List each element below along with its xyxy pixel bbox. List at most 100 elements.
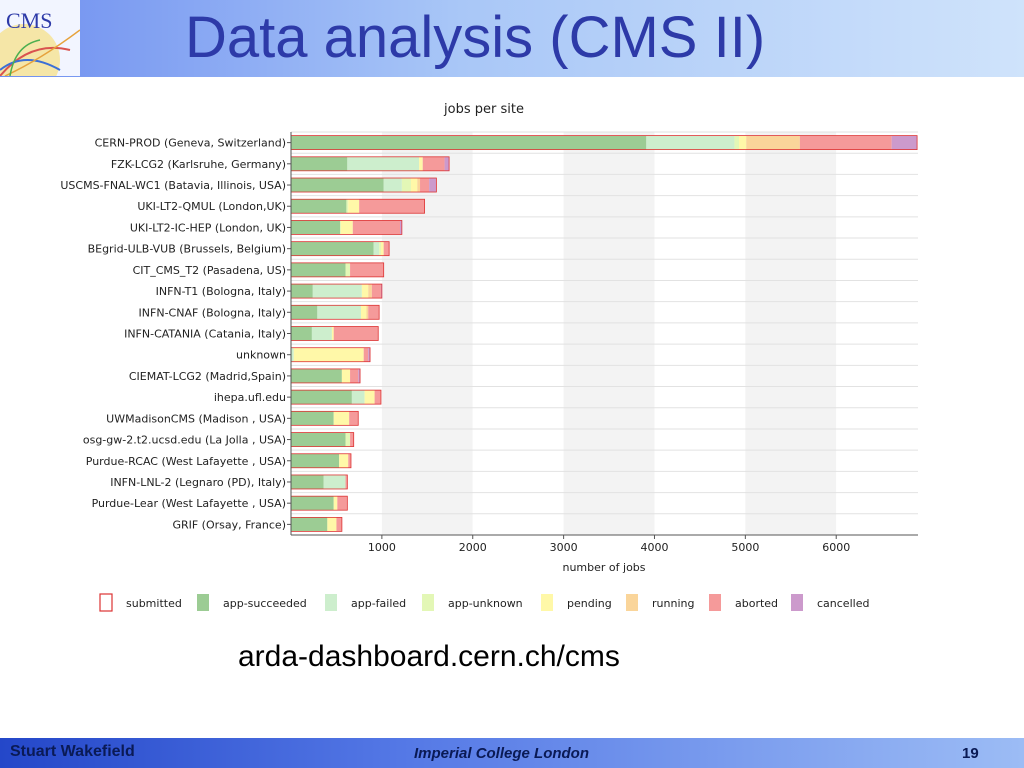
bar-segment	[291, 199, 347, 214]
site-label: unknown	[236, 349, 286, 362]
bar-segment	[291, 496, 334, 511]
cms-logo-graphic: CMS	[0, 0, 80, 76]
bar-segment	[361, 284, 369, 299]
site-label: INFN-CATANIA (Catania, Italy)	[124, 328, 286, 341]
legend-label: pending	[567, 597, 612, 610]
chart-title: jobs per site	[443, 102, 524, 117]
bar-segment	[366, 305, 369, 320]
site-label: CERN-PROD (Geneva, Switzerland)	[95, 137, 286, 150]
bar-segment	[291, 284, 313, 299]
legend-swatch	[709, 594, 721, 611]
legend: submitted app-succeeded app-failed app-unkn…	[99, 593, 869, 612]
site-label: ihepa.ufl.edu	[214, 391, 286, 404]
site-label: INFN-LNL-2 (Legnaro (PD), Italy)	[110, 476, 286, 489]
bar-segment	[374, 390, 381, 405]
bar-segment	[333, 496, 338, 511]
site-label: CIEMAT-LCG2 (Madrid,Spain)	[129, 370, 286, 383]
dashboard-url: arda-dashboard.cern.ch/cms	[238, 640, 620, 673]
bar-segment	[336, 517, 342, 532]
site-label: INFN-CNAF (Bologna, Italy)	[139, 306, 286, 319]
legend-label: app-unknown	[448, 597, 523, 610]
legend-swatch	[325, 594, 337, 611]
plot-band	[563, 132, 655, 535]
bar-segment	[360, 305, 367, 320]
bar-segment	[738, 135, 747, 150]
bar-segment	[291, 305, 318, 320]
bar-segment	[410, 178, 418, 193]
bar-segment	[333, 411, 350, 426]
bar-segment	[373, 241, 380, 256]
bar-segment	[291, 474, 324, 489]
bar-segment	[346, 199, 349, 214]
bar-segment	[349, 411, 359, 426]
bar-segment	[291, 156, 348, 171]
site-label: Purdue-Lear (West Lafayette , USA)	[92, 497, 286, 510]
bar-segment	[291, 220, 341, 235]
legend-swatch	[541, 594, 553, 611]
footer-bar: Stuart Wakefield Imperial College London…	[0, 738, 1024, 768]
bar-segment	[312, 284, 362, 299]
legend-label: submitted	[126, 597, 182, 610]
bar-segment	[364, 390, 375, 405]
site-label: UKI-LT2-IC-HEP (London, UK)	[130, 221, 286, 234]
bar-segment	[339, 453, 349, 468]
bar-segment	[348, 199, 360, 214]
plot-band	[472, 132, 564, 535]
plot-band	[836, 132, 918, 535]
bar-segment	[429, 178, 437, 193]
site-label: INFN-T1 (Bologna, Italy)	[156, 285, 286, 298]
gridlines	[291, 131, 918, 536]
footer-organization: Imperial College London	[414, 745, 590, 762]
bar-segment	[291, 411, 334, 426]
bar-segment	[400, 220, 402, 235]
bar-segment	[333, 326, 379, 341]
axes	[287, 132, 918, 539]
page-number: 19	[962, 745, 979, 762]
bar-segment	[291, 262, 346, 277]
bar-segment	[317, 305, 361, 320]
legend-label: aborted	[735, 597, 778, 610]
bar-segment	[444, 156, 450, 171]
site-label: osg-gw-2.t2.ucsd.edu (La Jolla , USA)	[83, 434, 286, 447]
bar-segment	[340, 220, 353, 235]
bar-segment	[291, 390, 352, 405]
bar-segment	[311, 326, 332, 341]
bar-segment	[337, 496, 348, 511]
logo-text: CMS	[6, 8, 52, 33]
bar-segment	[371, 284, 381, 299]
x-tick-label: 1000	[368, 541, 396, 554]
site-label: BEgrid-ULB-VUB (Brussels, Belgium)	[88, 243, 286, 256]
bar-segment	[420, 178, 430, 193]
bar-segment	[422, 156, 445, 171]
bar-segment	[323, 474, 346, 489]
bar-segment	[345, 262, 351, 277]
jobs-per-site-chart: jobs per site CERN-PROD (Geneva, Switzer…	[60, 102, 918, 612]
bar-segment	[352, 220, 401, 235]
site-label: UWMadisonCMS (Madison , USA)	[106, 412, 286, 425]
bar-segment	[345, 474, 348, 489]
bar-segment	[291, 368, 342, 383]
plot-band	[745, 132, 837, 535]
site-label: GRIF (Orsay, France)	[172, 518, 286, 531]
legend-swatch	[626, 594, 638, 611]
legend-swatch	[99, 593, 113, 612]
footer-author: Stuart Wakefield	[10, 743, 135, 760]
plot-band	[381, 132, 473, 535]
bar-segment	[359, 199, 425, 214]
bar-segment	[347, 156, 420, 171]
bar-segment	[646, 135, 735, 150]
bar-segment	[734, 135, 739, 150]
legend-swatch	[422, 594, 434, 611]
bar-segment	[351, 390, 365, 405]
bar-segment	[340, 220, 341, 235]
site-label: CIT_CMS_T2 (Pasadena, US)	[133, 264, 286, 277]
bar-segment	[291, 326, 312, 341]
x-tick-label: 6000	[822, 541, 850, 554]
bar-segment	[350, 368, 359, 383]
x-tick-label: 5000	[731, 541, 759, 554]
x-tick-label: 3000	[550, 541, 578, 554]
plot-background	[291, 132, 918, 535]
site-labels: CERN-PROD (Geneva, Switzerland) FZK-LCG2 …	[60, 137, 286, 532]
bar-segment	[419, 156, 423, 171]
bar-segment	[291, 241, 374, 256]
